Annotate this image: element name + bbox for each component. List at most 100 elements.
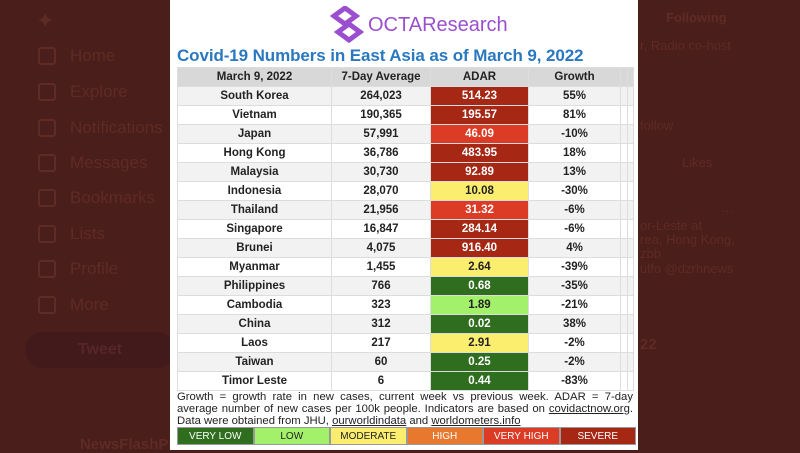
nav-item-explore[interactable]: Explore <box>38 82 128 102</box>
growth-cell: -35% <box>528 276 621 296</box>
table-row: Taiwan 60 0.25 -2% <box>177 352 634 372</box>
country-cell: Indonesia <box>177 181 332 201</box>
bg-snippet: follow <box>640 118 674 133</box>
messages-icon <box>38 154 56 172</box>
growth-cell: -6% <box>528 200 621 220</box>
country-cell: Malaysia <box>177 162 332 182</box>
table-row: Myanmar 1,455 2.64 -39% <box>177 257 634 277</box>
nav-label: Lists <box>70 224 105 243</box>
bg-snippet: rea, Hong Kong, <box>640 232 735 247</box>
legend-low: LOW <box>253 427 330 445</box>
adar-cell: 284.14 <box>430 219 529 239</box>
infographic-image: OCTAResearch Covid-19 Numbers in East As… <box>170 0 638 450</box>
country-cell: Taiwan <box>177 352 332 372</box>
twitter-bird-icon: ✦ <box>36 8 55 33</box>
empty-cell <box>620 257 628 277</box>
notifications-icon <box>38 119 56 137</box>
country-cell: Philippines <box>177 276 332 296</box>
empty-cell <box>627 352 634 372</box>
growth-cell: -30% <box>528 181 621 201</box>
header-date: March 9, 2022 <box>177 67 332 87</box>
nav-item-profile[interactable]: Profile <box>38 259 118 279</box>
page-title: Covid-19 Numbers in East Asia as of Marc… <box>177 46 584 65</box>
growth-cell: -83% <box>528 371 621 391</box>
growth-cell: -2% <box>528 333 621 353</box>
empty-cell <box>627 295 634 315</box>
avg-cell: 30,730 <box>331 162 431 182</box>
growth-cell: 55% <box>528 86 621 106</box>
empty-cell <box>620 333 628 353</box>
country-cell: Myanmar <box>177 257 332 277</box>
table-row: Hong Kong 36,786 483.95 18% <box>177 143 634 163</box>
empty-cell <box>627 162 634 182</box>
header-avg: 7-Day Average <box>331 67 431 87</box>
country-cell: Singapore <box>177 219 332 239</box>
country-cell: Japan <box>177 124 332 144</box>
lists-icon <box>38 225 56 243</box>
adar-cell: 10.08 <box>430 181 529 201</box>
nav-label: Home <box>70 46 116 65</box>
country-cell: Vietnam <box>177 105 332 125</box>
bg-snippet: or-Leste at <box>640 218 703 233</box>
empty-cell <box>627 333 634 353</box>
avg-cell: 264,023 <box>331 86 431 106</box>
country-cell: Timor Leste <box>177 371 332 391</box>
empty-cell <box>620 105 628 125</box>
nav-item-home[interactable]: Home <box>38 46 115 66</box>
tab-following[interactable]: Following <box>666 10 727 25</box>
growth-cell: 4% <box>528 238 621 258</box>
nav-label: Explore <box>70 82 128 101</box>
table-row: Philippines 766 0.68 -35% <box>177 276 634 296</box>
nav-item-notifications[interactable]: Notifications <box>38 118 163 138</box>
nav-label: Profile <box>70 259 119 278</box>
avg-cell: 36,786 <box>331 143 431 163</box>
growth-cell: 38% <box>528 314 621 334</box>
home-icon <box>38 47 56 65</box>
nav-label: Notifications <box>70 118 163 137</box>
bg-snippet: ... <box>722 200 733 215</box>
tweet-button[interactable]: Tweet <box>25 332 175 368</box>
link-ourworldindata[interactable]: ourworldindata <box>332 415 407 427</box>
empty-cell <box>627 200 634 220</box>
bookmarks-icon <box>38 189 56 207</box>
table-row: Timor Leste 6 0.44 -83% <box>177 371 634 391</box>
empty-cell <box>620 162 628 182</box>
nav-label: Messages <box>70 153 148 172</box>
avg-cell: 6 <box>331 371 431 391</box>
nav-item-lists[interactable]: Lists <box>38 224 105 244</box>
country-cell: Hong Kong <box>177 143 332 163</box>
nav-item-messages[interactable]: Messages <box>38 153 147 173</box>
growth-cell: -10% <box>528 124 621 144</box>
country-cell: China <box>177 314 332 334</box>
table-row: Malaysia 30,730 92.89 13% <box>177 162 634 182</box>
growth-cell: 81% <box>528 105 621 125</box>
link-worldometers[interactable]: worldometers.info <box>431 415 521 427</box>
color-legend: VERY LOW LOW MODERATE HIGH VERY HIGH SEVERE <box>177 427 636 445</box>
avg-cell: 312 <box>331 314 431 334</box>
country-cell: Thailand <box>177 200 332 220</box>
tab-likes[interactable]: Likes <box>682 155 713 170</box>
note-text: Growth = growth rate in new cases, curre… <box>177 391 633 415</box>
empty-cell <box>627 276 634 296</box>
table-row: Japan 57,991 46.09 -10% <box>177 124 634 144</box>
growth-cell: 18% <box>528 143 621 163</box>
header-growth: Growth <box>528 67 621 87</box>
profile-icon <box>38 260 56 278</box>
empty-cell <box>627 105 634 125</box>
growth-cell: -6% <box>528 219 621 239</box>
nav-item-bookmarks[interactable]: Bookmarks <box>38 188 155 208</box>
country-cell: South Korea <box>177 86 332 106</box>
nav-item-more[interactable]: More <box>38 295 109 315</box>
avg-cell: 217 <box>331 333 431 353</box>
country-cell: Cambodia <box>177 295 332 315</box>
link-covidactnow[interactable]: covidactnow.org <box>548 403 630 415</box>
table-row: Indonesia 28,070 10.08 -30% <box>177 181 634 201</box>
table-row: Cambodia 323 1.89 -21% <box>177 295 634 315</box>
empty-cell <box>620 86 628 106</box>
empty-cell <box>620 181 628 201</box>
empty-cell <box>620 238 628 258</box>
empty-cell <box>627 314 634 334</box>
avg-cell: 16,847 <box>331 219 431 239</box>
avg-cell: 1,455 <box>331 257 431 277</box>
bg-snippet: r, Radio co-host <box>640 38 732 53</box>
